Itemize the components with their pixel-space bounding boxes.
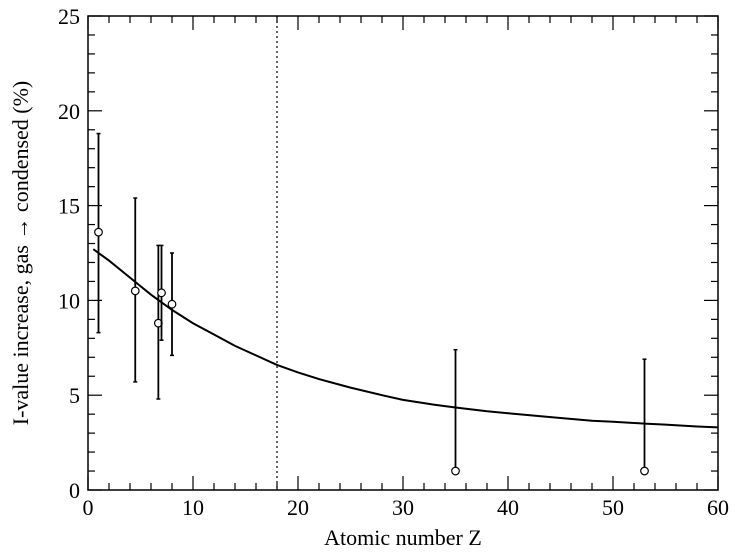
y-axis-label: I-value increase, gas → condensed (%)	[8, 81, 33, 426]
x-axis-label: Atomic number Z	[324, 525, 482, 550]
data-point	[640, 466, 649, 476]
x-tick-label: 40	[497, 495, 519, 520]
y-tick-label: 15	[58, 194, 80, 219]
y-tick-labels: 0 5 10 15 20 25	[58, 4, 80, 503]
x-tick-label: 30	[392, 495, 414, 520]
x-tick-label: 20	[287, 495, 309, 520]
ticks	[87, 15, 719, 491]
x-tick-labels: 0 10 20 30 40 50 60	[83, 495, 730, 520]
x-tick-label: 0	[83, 495, 94, 520]
data-point	[130, 286, 140, 296]
x-tick-label: 10	[182, 495, 204, 520]
data-point	[157, 288, 166, 298]
y-tick-label: 10	[58, 288, 80, 313]
data-point	[167, 299, 177, 309]
y-tick-label: 20	[58, 99, 80, 124]
y-tick-label: 0	[69, 478, 80, 503]
fit-curve	[92, 248, 719, 429]
data-point	[94, 227, 103, 237]
data-points	[94, 132, 649, 476]
x-tick-label: 60	[707, 495, 729, 520]
plot-frame	[87, 15, 719, 491]
data-point	[451, 466, 460, 476]
y-tick-label: 25	[58, 4, 80, 29]
x-tick-label: 50	[602, 495, 624, 520]
y-tick-label: 5	[69, 383, 80, 408]
